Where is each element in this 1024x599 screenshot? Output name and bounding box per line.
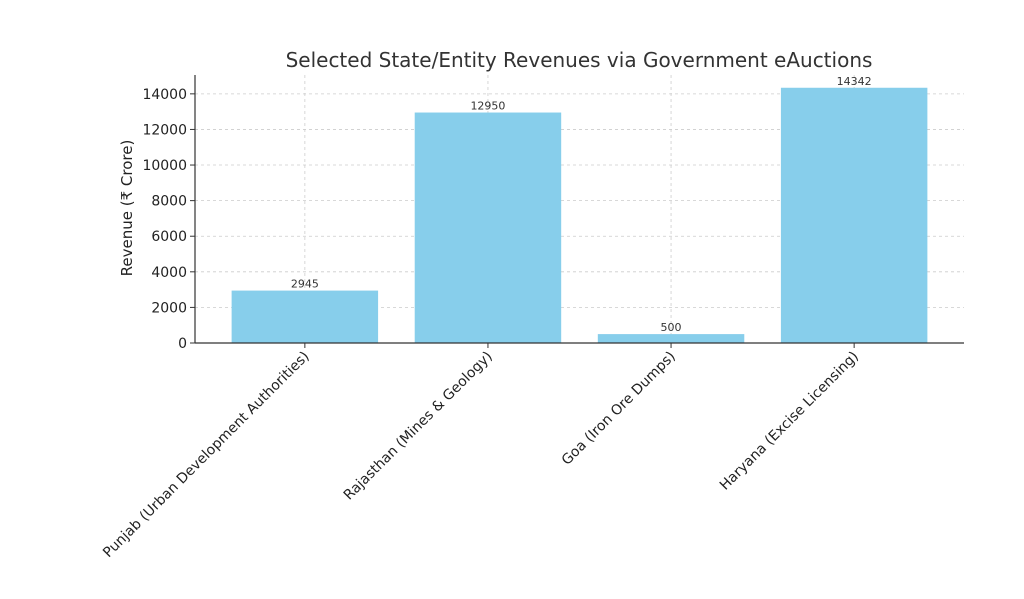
chart-title: Selected State/Entity Revenues via Gover… — [286, 48, 873, 72]
bars — [231, 87, 928, 343]
bar-value-label: 500 — [661, 321, 682, 334]
bar — [780, 87, 928, 343]
y-axis-label: Revenue (₹ Crore) — [118, 140, 136, 277]
y-tick-label: 6000 — [151, 229, 187, 245]
y-tick-label: 12000 — [142, 122, 187, 138]
x-tick-label: Goa (Iron Ore Dumps) — [559, 349, 679, 469]
y-ticks: 0 2000 4000 6000 8000 10000 12000 14000 — [142, 87, 195, 352]
y-tick-label: 8000 — [151, 194, 187, 210]
y-tick-label: 2000 — [151, 300, 187, 316]
bar-value-label: 2945 — [291, 278, 319, 291]
bar — [414, 112, 562, 343]
bar-value-label: 12950 — [470, 100, 505, 113]
axes — [194, 75, 964, 344]
x-tick-label: Rajasthan (Mines & Geology) — [341, 349, 496, 504]
y-tick-label: 0 — [178, 336, 187, 352]
bar — [231, 290, 379, 343]
x-tick-label: Haryana (Excise Licensing) — [717, 349, 862, 494]
bar-value-label: 14342 — [837, 75, 872, 88]
y-tick-label: 14000 — [142, 87, 187, 103]
bar — [597, 334, 745, 343]
y-tick-label: 4000 — [151, 265, 187, 281]
x-ticks: Punjab (Urban Development Authorities) Ra… — [100, 343, 862, 561]
y-tick-label: 10000 — [142, 158, 187, 174]
value-labels: 2945 12950 500 14342 — [291, 75, 872, 334]
x-tick-label: Punjab (Urban Development Authorities) — [100, 349, 312, 561]
